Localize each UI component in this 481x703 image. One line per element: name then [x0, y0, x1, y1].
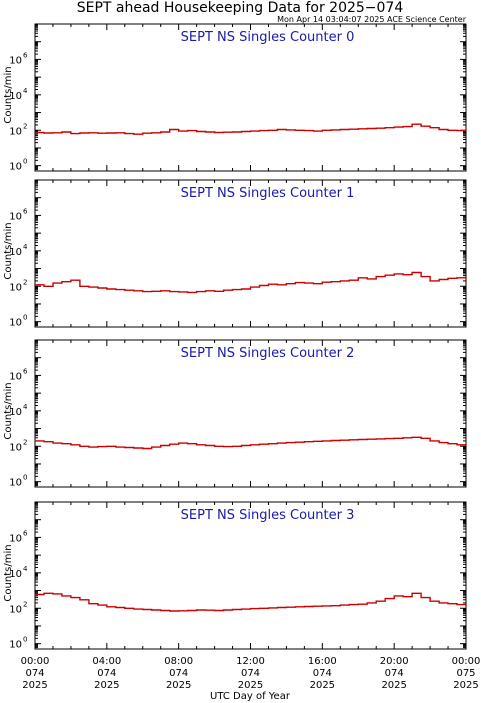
- y-tick-label: 10: [9, 55, 22, 66]
- x-tick-label-day: 074: [313, 668, 332, 679]
- y-tick-exponent: 4: [23, 243, 28, 251]
- y-axis-label: Counts/min: [3, 544, 14, 601]
- y-tick-label: 10: [9, 247, 22, 258]
- plot-frame: [34, 179, 467, 328]
- series-line: [35, 592, 467, 612]
- timestamp-label: Mon Apr 14 03:04:07 2025 ACE Science Cen…: [277, 15, 467, 24]
- y-tick-label: 10: [9, 91, 22, 102]
- x-tick-label-year: 2025: [166, 680, 191, 691]
- x-tick-label-time: 00:00: [452, 656, 481, 667]
- y-tick-label: 10: [9, 162, 22, 173]
- y-tick-exponent: 4: [23, 87, 28, 95]
- y-tick-label: 10: [9, 640, 22, 651]
- y-tick-label: 10: [9, 569, 22, 580]
- panel-title: SEPT NS Singles Counter 0: [181, 30, 355, 45]
- y-tick-exponent: 4: [23, 403, 28, 411]
- y-tick-exponent: 2: [23, 122, 27, 130]
- x-tick-label-year: 2025: [94, 680, 119, 691]
- x-tick-label-year: 2025: [381, 680, 406, 691]
- figure-title: SEPT ahead Housekeeping Data for 2025−07…: [77, 0, 404, 16]
- x-tick-label-time: 04:00: [92, 656, 121, 667]
- series-line: [35, 271, 467, 294]
- y-tick-label: 10: [9, 533, 22, 544]
- y-axis-label: Counts/min: [3, 66, 14, 123]
- y-tick-exponent: 2: [23, 278, 27, 286]
- y-tick-exponent: 6: [23, 529, 28, 537]
- y-tick-exponent: 0: [23, 474, 27, 482]
- plot-frame: [34, 339, 467, 488]
- x-tick-label-time: 20:00: [380, 656, 409, 667]
- y-tick-label: 10: [9, 478, 22, 489]
- y-tick-exponent: 0: [23, 636, 27, 644]
- plot-frame: [34, 501, 467, 650]
- x-tick-label-day: 075: [456, 668, 475, 679]
- x-tick-label-time: 08:00: [164, 656, 193, 667]
- y-tick-label: 10: [9, 282, 22, 293]
- x-tick-label-time: 00:00: [21, 656, 50, 667]
- x-tick-label-day: 074: [97, 668, 116, 679]
- y-axis-label: Counts/min: [3, 382, 14, 439]
- plot-frame: [34, 23, 467, 172]
- y-tick-exponent: 2: [23, 438, 27, 446]
- x-tick-label-time: 12:00: [236, 656, 265, 667]
- x-tick-label-day: 074: [169, 668, 188, 679]
- y-tick-label: 10: [9, 318, 22, 329]
- series-line: [35, 436, 467, 450]
- y-axis-label: Counts/min: [3, 222, 14, 279]
- y-tick-label: 10: [9, 371, 22, 382]
- panel-title: SEPT NS Singles Counter 3: [181, 508, 355, 523]
- y-tick-label: 10: [9, 604, 22, 615]
- x-tick-label-year: 2025: [238, 680, 263, 691]
- x-tick-label-year: 2025: [22, 680, 47, 691]
- panel-title: SEPT NS Singles Counter 2: [181, 346, 355, 361]
- x-tick-label-day: 074: [241, 668, 260, 679]
- panel-title: SEPT NS Singles Counter 1: [181, 186, 355, 201]
- y-tick-label: 10: [9, 126, 22, 137]
- y-tick-label: 10: [9, 407, 22, 418]
- x-tick-label-year: 2025: [310, 680, 335, 691]
- y-tick-label: 10: [9, 442, 22, 453]
- x-tick-label-year: 2025: [453, 680, 478, 691]
- y-tick-exponent: 4: [23, 565, 28, 573]
- x-tick-label-day: 074: [385, 668, 404, 679]
- x-axis-label: UTC Day of Year: [210, 691, 291, 702]
- y-tick-exponent: 0: [23, 314, 27, 322]
- y-tick-exponent: 0: [23, 158, 27, 166]
- y-tick-exponent: 6: [23, 207, 28, 215]
- x-tick-label-day: 074: [25, 668, 44, 679]
- y-tick-exponent: 6: [23, 51, 28, 59]
- y-tick-exponent: 6: [23, 367, 28, 375]
- x-tick-label-time: 16:00: [308, 656, 337, 667]
- y-tick-label: 10: [9, 211, 22, 222]
- series-line: [35, 123, 467, 135]
- y-tick-exponent: 2: [23, 600, 27, 608]
